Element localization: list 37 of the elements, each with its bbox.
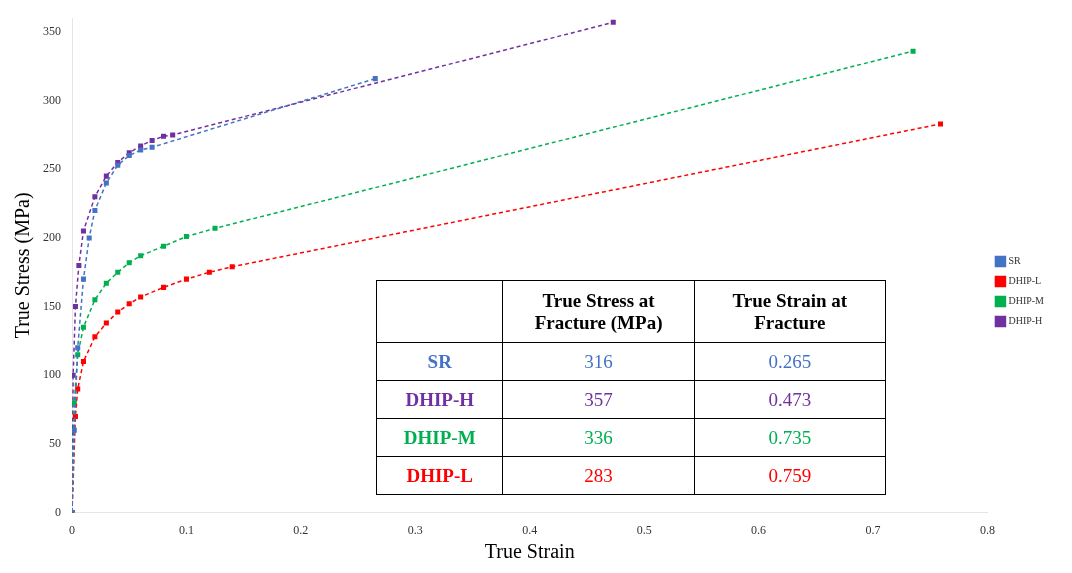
x-tick-label: 0.6 bbox=[751, 522, 767, 537]
y-tick-label: 50 bbox=[49, 436, 61, 451]
y-tick-label: 0 bbox=[55, 504, 61, 519]
annotation: 0.265 bbox=[694, 342, 886, 381]
y-tick-label: 200 bbox=[43, 230, 61, 245]
x-tick-label: 0.5 bbox=[636, 522, 652, 537]
annotation: SR bbox=[376, 342, 503, 381]
x-tick-label: 0.1 bbox=[178, 522, 194, 537]
annotation: DHIP-L bbox=[376, 456, 503, 495]
annotation: 0.735 bbox=[694, 418, 886, 457]
x-tick-label: 0.4 bbox=[522, 522, 538, 537]
x-axis-title: True Strain bbox=[484, 540, 575, 563]
y-tick-label: 100 bbox=[43, 367, 61, 382]
y-tick-label: 250 bbox=[43, 161, 61, 176]
x-tick-label: 0 bbox=[69, 522, 75, 537]
y-tick-label: 150 bbox=[43, 298, 61, 313]
y-tick-label: 350 bbox=[43, 24, 61, 39]
legend-label: DHIP-M bbox=[1008, 295, 1045, 307]
legend-label: SR bbox=[1008, 255, 1021, 267]
legend-label: DHIP-L bbox=[1008, 275, 1042, 287]
y-axis-title: True Stress (MPa) bbox=[11, 192, 35, 339]
legend-label: DHIP-H bbox=[1008, 315, 1043, 327]
annotation: 0.759 bbox=[694, 456, 886, 495]
annotation: 316 bbox=[502, 342, 695, 381]
annotation: 357 bbox=[502, 380, 695, 419]
annotation: DHIP-M bbox=[376, 418, 503, 457]
annotation: True Strain at Fracture bbox=[694, 280, 886, 343]
x-tick-label: 0.3 bbox=[407, 522, 423, 537]
annotation: 336 bbox=[502, 418, 695, 457]
annotation: True Stress at Fracture (MPa) bbox=[502, 280, 695, 343]
x-tick-label: 0.7 bbox=[865, 522, 881, 537]
x-tick-label: 0.8 bbox=[979, 522, 995, 537]
x-tick-label: 0.2 bbox=[293, 522, 309, 537]
annotation: DHIP-H bbox=[376, 380, 503, 419]
annotation: 0.473 bbox=[694, 380, 886, 419]
annotation: 283 bbox=[502, 456, 695, 495]
y-tick-label: 300 bbox=[43, 92, 61, 107]
